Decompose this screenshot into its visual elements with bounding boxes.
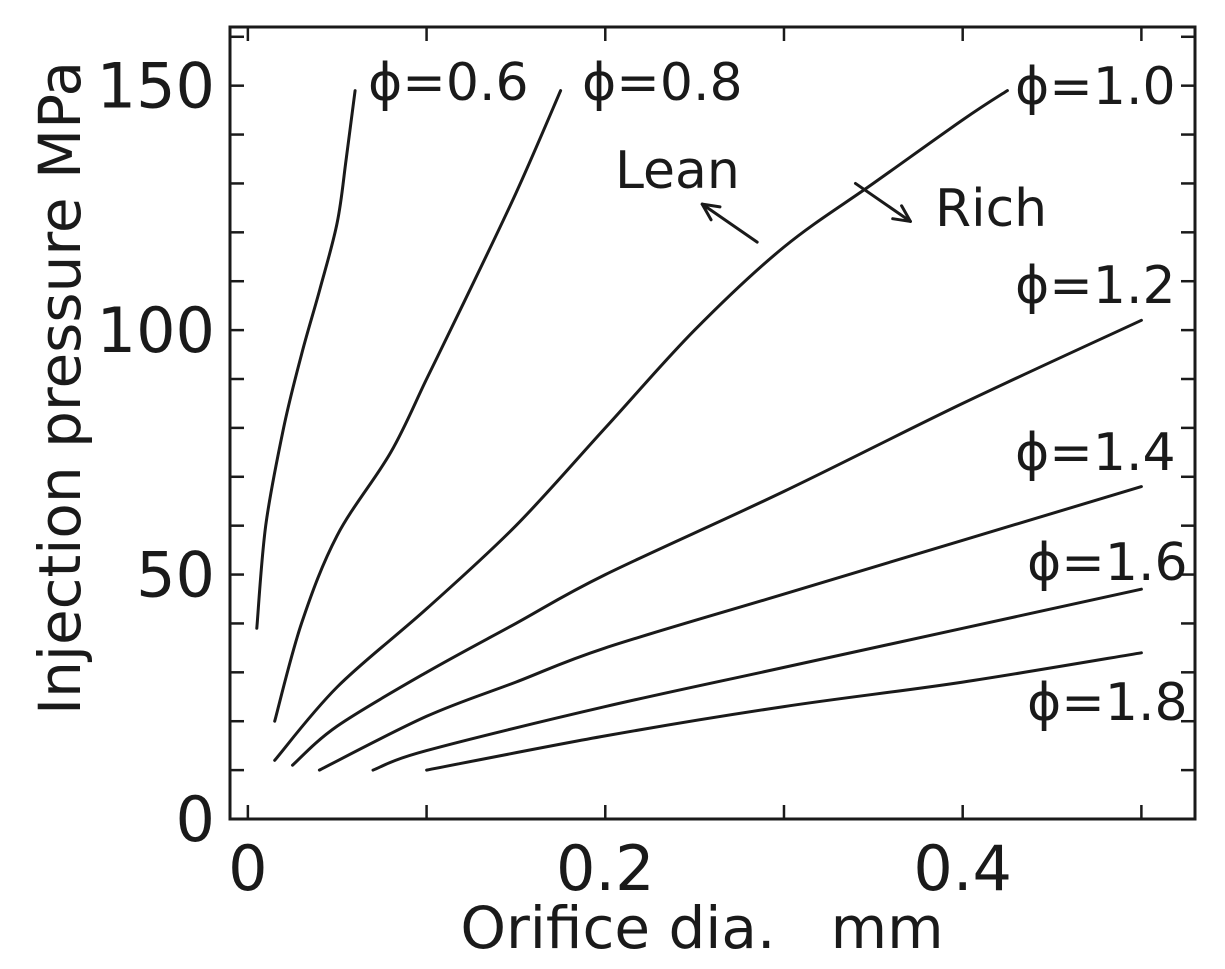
- series-labels: ϕ=0.6 ϕ=0.8 ϕ=1.0 ϕ=1.2 ϕ=1.4 ϕ=1.6 ϕ=1.8: [368, 53, 1188, 733]
- x-tick-label: 0: [228, 832, 267, 905]
- series-label: ϕ=1.8: [1027, 673, 1188, 733]
- series-line: [255, 89, 357, 630]
- series-line: [273, 89, 563, 723]
- series-line: [371, 587, 1143, 772]
- y-axis-title: Injection pressure MPa: [26, 61, 94, 715]
- y-tick-label: 50: [136, 539, 215, 612]
- annotation-label: Lean: [615, 141, 740, 201]
- series-group: [255, 89, 1143, 772]
- series-label: ϕ=0.8: [582, 53, 743, 113]
- y-tick-label: 100: [97, 294, 215, 367]
- annotation-arrowhead: [891, 204, 912, 223]
- series-label: ϕ=0.6: [368, 53, 529, 113]
- tick-labels: 0 0.2 0.4 0 50 100 150: [97, 50, 1012, 905]
- series-line: [425, 651, 1143, 772]
- axis-ticks: [230, 27, 1195, 821]
- y-tick-label: 150: [97, 50, 215, 123]
- series-label: ϕ=1.2: [1015, 256, 1176, 316]
- y-tick-label: 0: [176, 783, 215, 856]
- series-line: [273, 89, 1009, 762]
- series-line: [291, 318, 1143, 767]
- series-label: ϕ=1.0: [1015, 57, 1176, 117]
- annotation-arrow: [700, 202, 759, 244]
- annotation-label: Rich: [935, 179, 1047, 239]
- annotations: Lean Rich: [615, 141, 1047, 244]
- x-axis-title: Orifice dia. mm: [460, 894, 943, 962]
- x-tick-label: 0.2: [556, 832, 655, 905]
- x-tick-label: 0.4: [913, 832, 1012, 905]
- plot-frame: [228, 25, 1197, 821]
- series-line: [317, 485, 1143, 772]
- series-label: ϕ=1.4: [1015, 423, 1176, 483]
- annotation-arrowhead: [700, 202, 722, 222]
- series-label: ϕ=1.6: [1027, 533, 1188, 593]
- annotation-arrow: [853, 181, 912, 223]
